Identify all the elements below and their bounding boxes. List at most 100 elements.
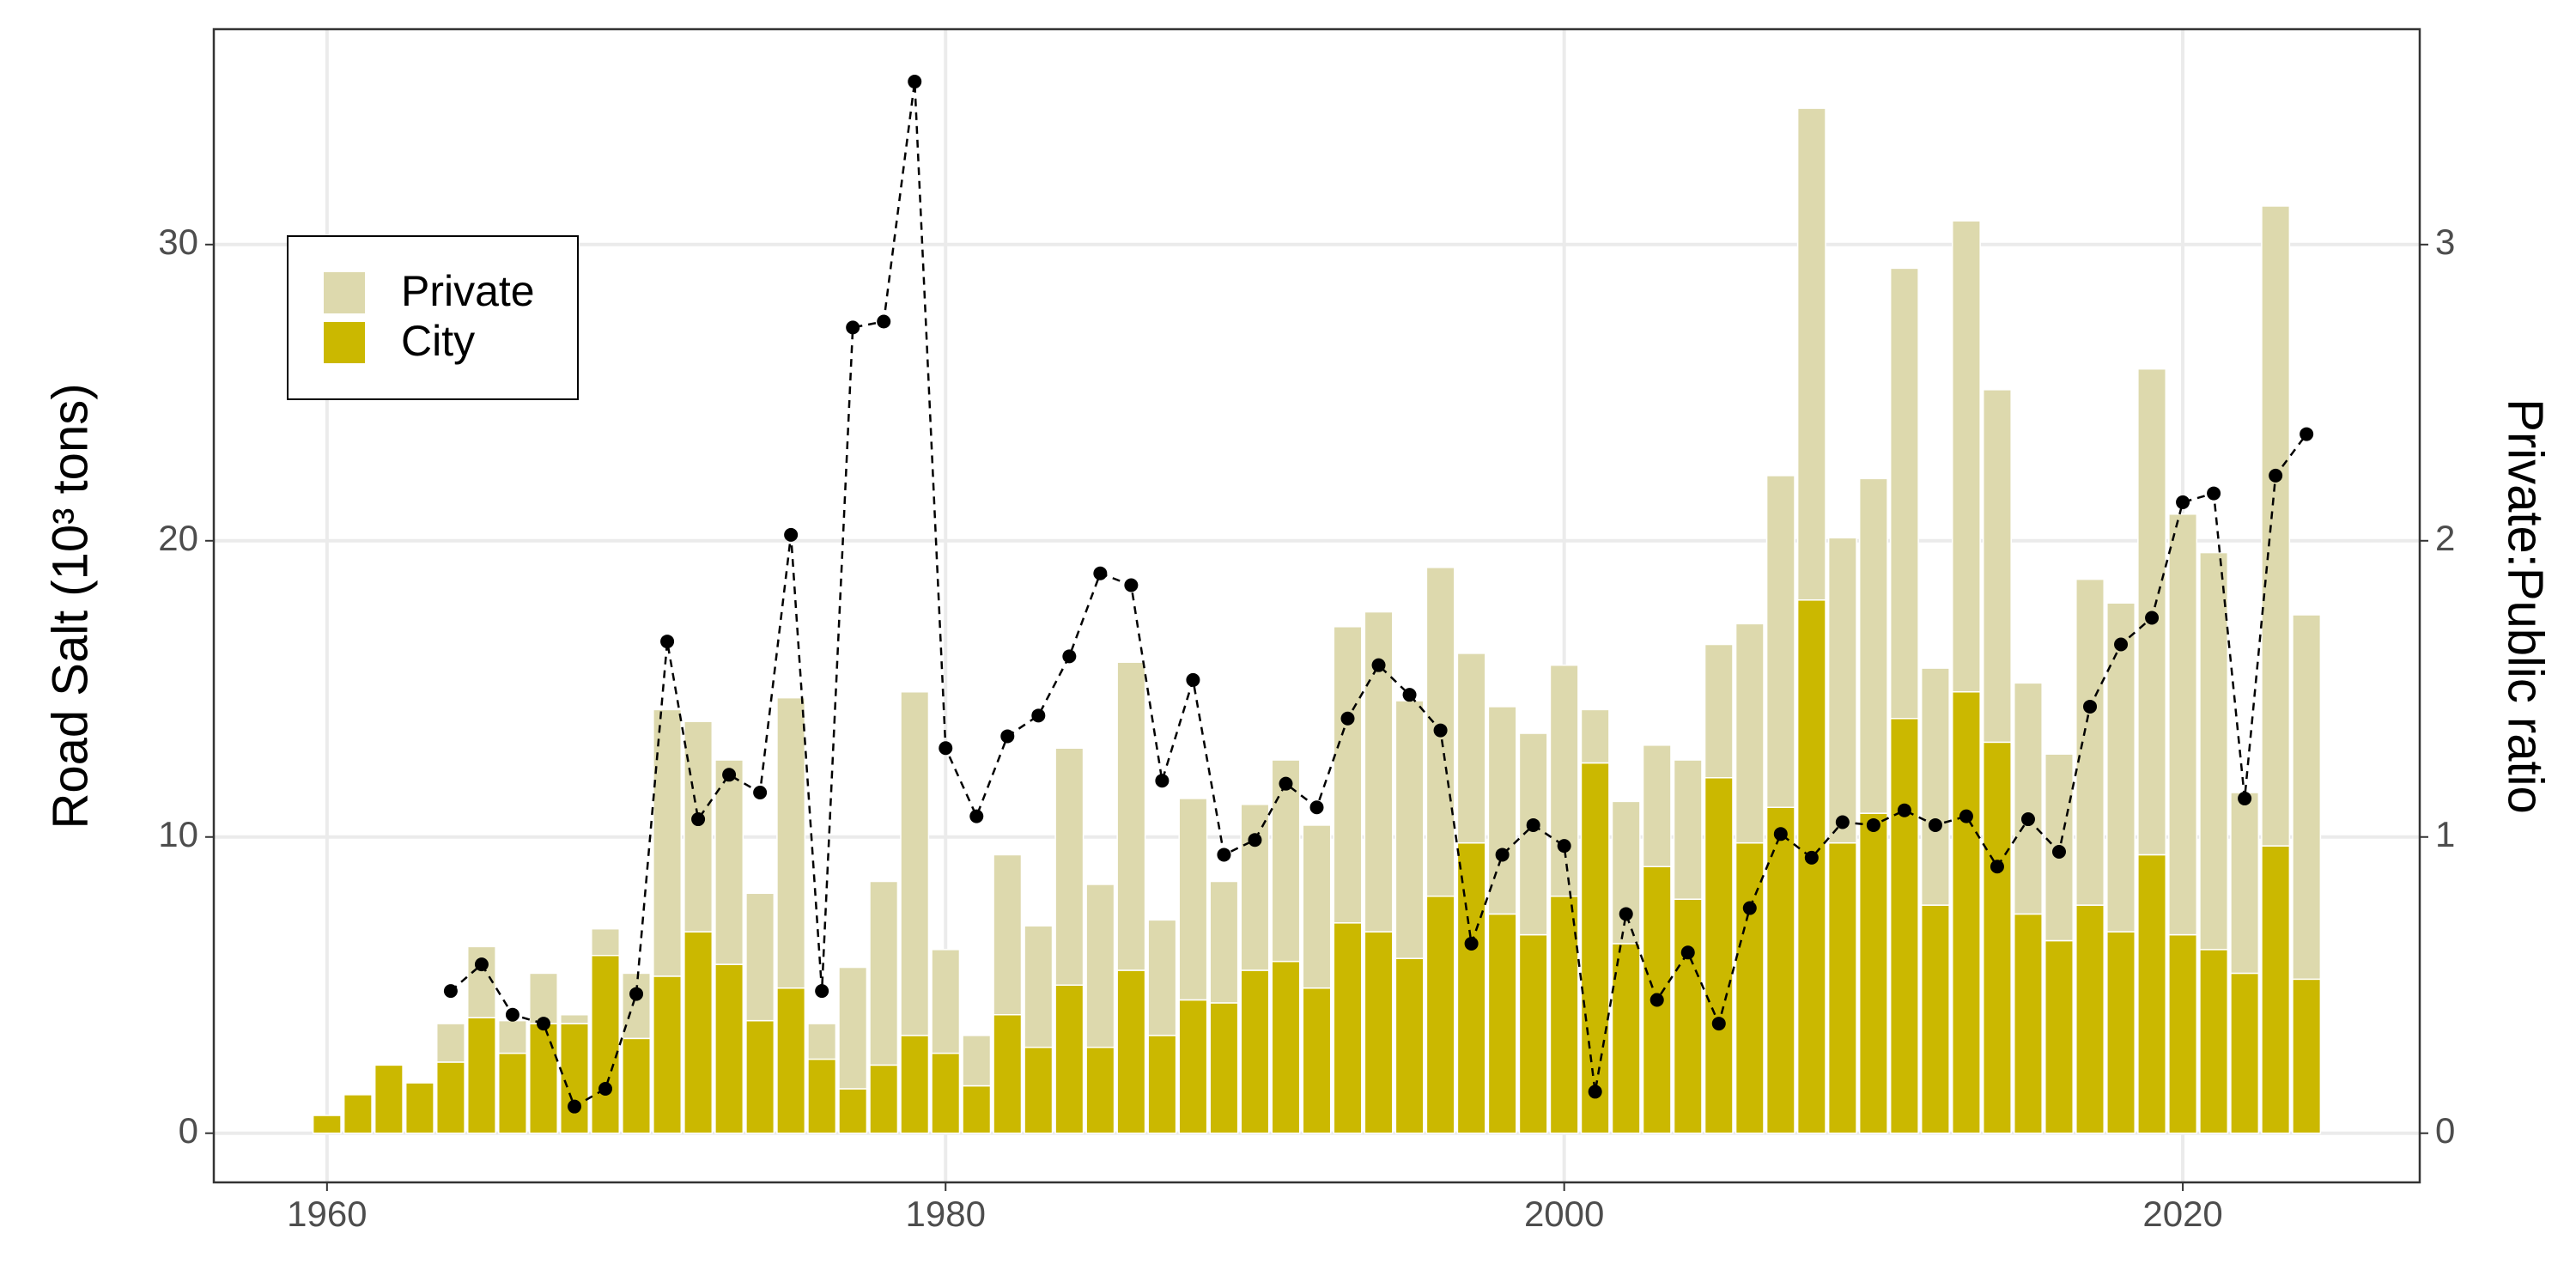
bar	[1333, 626, 1363, 924]
bar	[1549, 896, 1579, 1134]
ratio-point	[1526, 817, 1540, 832]
bar	[993, 1013, 1023, 1134]
bar	[1209, 880, 1239, 1004]
ratio-point	[722, 768, 737, 782]
ratio-point	[1371, 658, 1386, 672]
ratio-point	[1557, 839, 1571, 854]
bar	[312, 1115, 342, 1134]
bar	[1054, 984, 1084, 1134]
y-axis-title: Road Salt (10³ tons)	[42, 383, 98, 829]
bar	[1982, 389, 2012, 744]
bar	[1580, 708, 1610, 764]
ratio-point	[815, 984, 829, 999]
ratio-point	[1309, 800, 1324, 815]
bar	[1394, 700, 1425, 959]
ratio-point	[2083, 699, 2098, 714]
y2-tick-label: 2	[2435, 518, 2455, 558]
ratio-point	[1897, 803, 1911, 817]
bar	[1240, 969, 1270, 1134]
bar	[560, 1023, 589, 1134]
ratio-point	[598, 1081, 613, 1096]
x-tick-label: 1980	[906, 1194, 986, 1234]
bar	[1240, 804, 1270, 971]
bar	[1611, 943, 1641, 1134]
ratio-point	[1279, 776, 1293, 791]
bar	[1673, 759, 1703, 900]
ratio-point	[1990, 860, 2004, 874]
ratio-point	[1402, 688, 1417, 702]
ratio-point	[784, 527, 799, 542]
bar	[1456, 653, 1486, 844]
bar	[1920, 667, 1950, 906]
bar	[1024, 1046, 1054, 1134]
bar	[807, 1058, 837, 1134]
bar	[1827, 537, 1857, 844]
ratio-point	[1464, 936, 1479, 951]
bar	[993, 854, 1023, 1016]
bar	[2230, 972, 2260, 1134]
ratio-point	[2300, 427, 2314, 441]
ratio-point	[1588, 1084, 1602, 1099]
ratio-point	[443, 984, 458, 999]
legend-key	[324, 272, 365, 313]
ratio-point	[1155, 774, 1170, 788]
bar	[1302, 987, 1332, 1134]
bar	[2168, 513, 2198, 936]
bar	[560, 1013, 589, 1024]
ratio-point	[939, 741, 953, 756]
bar	[1116, 661, 1146, 971]
bar	[2137, 854, 2167, 1134]
bar	[1209, 1002, 1239, 1134]
bar	[466, 1017, 496, 1134]
ratio-point	[474, 957, 489, 972]
bar	[2044, 939, 2074, 1134]
bar	[838, 1088, 868, 1134]
bar	[2168, 933, 2198, 1134]
bar	[2075, 904, 2105, 1134]
ratio-point	[1248, 833, 1262, 848]
ratio-point	[1959, 809, 1973, 823]
ratio-point	[908, 75, 922, 89]
bar	[1425, 896, 1455, 1134]
ratio-point	[629, 987, 644, 1001]
ratio-point	[1835, 815, 1850, 829]
x-tick-label: 1960	[287, 1194, 367, 1234]
bar	[714, 963, 744, 1134]
bar	[2199, 949, 2229, 1134]
legend-box	[287, 235, 579, 400]
ratio-point	[1031, 708, 1046, 723]
bar	[1333, 922, 1363, 1134]
bar	[1085, 1046, 1115, 1134]
bar	[1673, 898, 1703, 1134]
ratio-point	[1680, 945, 1695, 960]
y2-tick-label: 3	[2435, 222, 2455, 262]
bar	[1271, 960, 1301, 1134]
bar	[1951, 690, 1981, 1134]
bar	[622, 1037, 652, 1134]
bar	[2292, 978, 2322, 1134]
bar	[931, 949, 961, 1054]
bar	[529, 972, 558, 1024]
bar	[683, 931, 714, 1134]
ratio-point	[691, 812, 706, 827]
bar	[404, 1082, 434, 1134]
bar	[683, 720, 714, 933]
legend-label: City	[401, 317, 475, 365]
bar	[900, 1035, 930, 1134]
bar	[838, 966, 868, 1090]
bar	[1827, 841, 1857, 1134]
ratio-point	[2238, 791, 2252, 805]
ratio-point	[1124, 578, 1139, 592]
bar	[1054, 747, 1084, 986]
ratio-point	[2051, 845, 2066, 860]
bar	[931, 1052, 961, 1134]
bar	[1271, 759, 1301, 963]
bar	[591, 927, 620, 957]
bar	[1642, 744, 1672, 868]
bar	[529, 1023, 558, 1134]
bar	[1147, 919, 1177, 1036]
ratio-point	[568, 1099, 582, 1114]
bar	[1858, 477, 1888, 814]
bar	[2230, 792, 2260, 975]
y-tick-label: 20	[158, 518, 198, 558]
